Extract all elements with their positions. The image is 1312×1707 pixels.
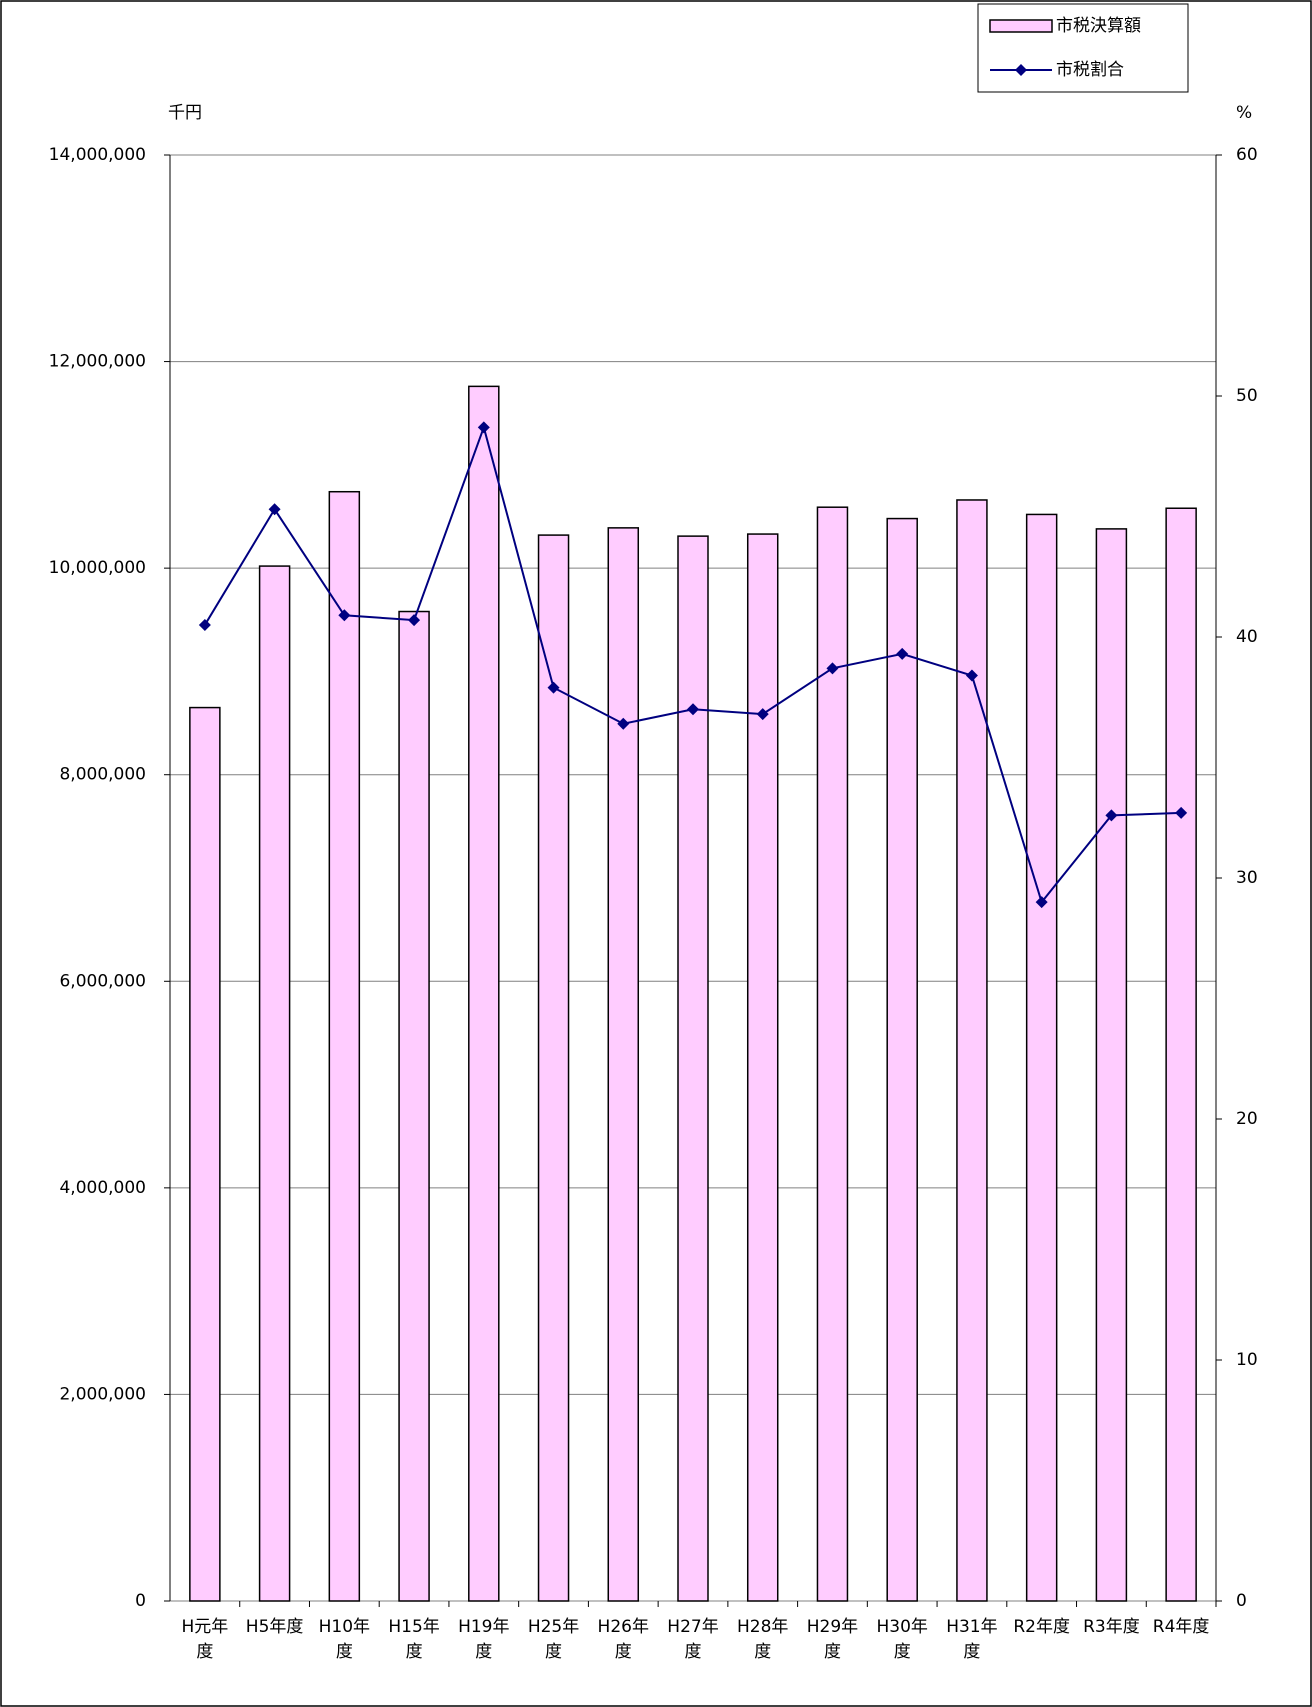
bar [677, 535, 709, 1602]
x-tick-label: R4年度 [1152, 1617, 1210, 1637]
y2-tick-label: 0 [1236, 1591, 1247, 1611]
x-tick-label: H29年度 [806, 1617, 859, 1662]
marker [1035, 896, 1048, 909]
bar [468, 385, 500, 1602]
y-tick-label: 2,000,000 [59, 1384, 146, 1404]
y-tick-label: 6,000,000 [59, 971, 146, 991]
bar [1025, 513, 1058, 1602]
y2-tick-label: 60 [1236, 145, 1258, 165]
legend-box [977, 3, 1189, 93]
legend-label: 市税割合 [1056, 60, 1124, 80]
bar [816, 506, 849, 1602]
y2-axis-label: % [1236, 103, 1252, 123]
y-tick-label: 14,000,000 [49, 145, 146, 165]
bar [1095, 528, 1128, 1602]
x-tick-label: H31年度 [946, 1617, 998, 1662]
marker [896, 647, 909, 660]
bar [189, 706, 221, 1602]
marker [965, 669, 978, 682]
legend-label: 市税決算額 [1056, 16, 1141, 36]
marker [617, 717, 630, 730]
marker [547, 681, 560, 694]
y2-tick-label: 50 [1236, 386, 1258, 406]
bar [746, 533, 779, 1602]
y2-tick-label: 40 [1236, 627, 1258, 647]
x-tick-label: H28年度 [737, 1617, 789, 1662]
bar [956, 499, 988, 1602]
y-axis-label: 千円 [168, 103, 202, 123]
x-tick-label: R2年度 [1013, 1617, 1070, 1637]
marker [756, 708, 769, 721]
y-tick-label: 12,000,000 [49, 352, 146, 372]
marker [408, 614, 421, 627]
bar [398, 610, 430, 1602]
x-tick-label: H26年度 [597, 1617, 649, 1662]
marker [826, 662, 839, 675]
x-tick-label: R3年度 [1083, 1617, 1140, 1637]
x-tick-label: H19年度 [458, 1617, 510, 1662]
marker [268, 503, 281, 516]
y-tick-label: 10,000,000 [49, 558, 146, 578]
y2-tick-label: 30 [1236, 868, 1258, 888]
bar [886, 517, 918, 1602]
x-tick-label: H15年度 [388, 1617, 440, 1662]
marker [1105, 809, 1118, 822]
x-tick-label: H10年度 [318, 1617, 371, 1662]
marker [687, 703, 699, 716]
x-tick-label: H5年度 [245, 1617, 304, 1637]
bar [607, 527, 640, 1602]
y2-tick-label: 20 [1236, 1109, 1258, 1129]
legend-marker [1015, 64, 1027, 76]
y2-tick-label: 10 [1236, 1350, 1258, 1370]
y-tick-label: 0 [135, 1591, 146, 1611]
y-tick-label: 8,000,000 [59, 765, 146, 785]
x-tick-label: H25年度 [527, 1617, 580, 1662]
marker [338, 609, 351, 622]
marker [198, 618, 211, 631]
x-tick-label: H30年度 [876, 1617, 928, 1662]
legend-swatch [989, 19, 1053, 33]
y-tick-label: 4,000,000 [59, 1178, 146, 1198]
x-tick-label: H27年度 [667, 1617, 719, 1662]
bar [537, 534, 570, 1602]
bar [328, 490, 361, 1602]
bar [1165, 507, 1197, 1602]
marker [477, 421, 490, 434]
bar [258, 565, 291, 1602]
x-tick-label: H元年度 [181, 1617, 229, 1662]
marker [1175, 806, 1188, 819]
